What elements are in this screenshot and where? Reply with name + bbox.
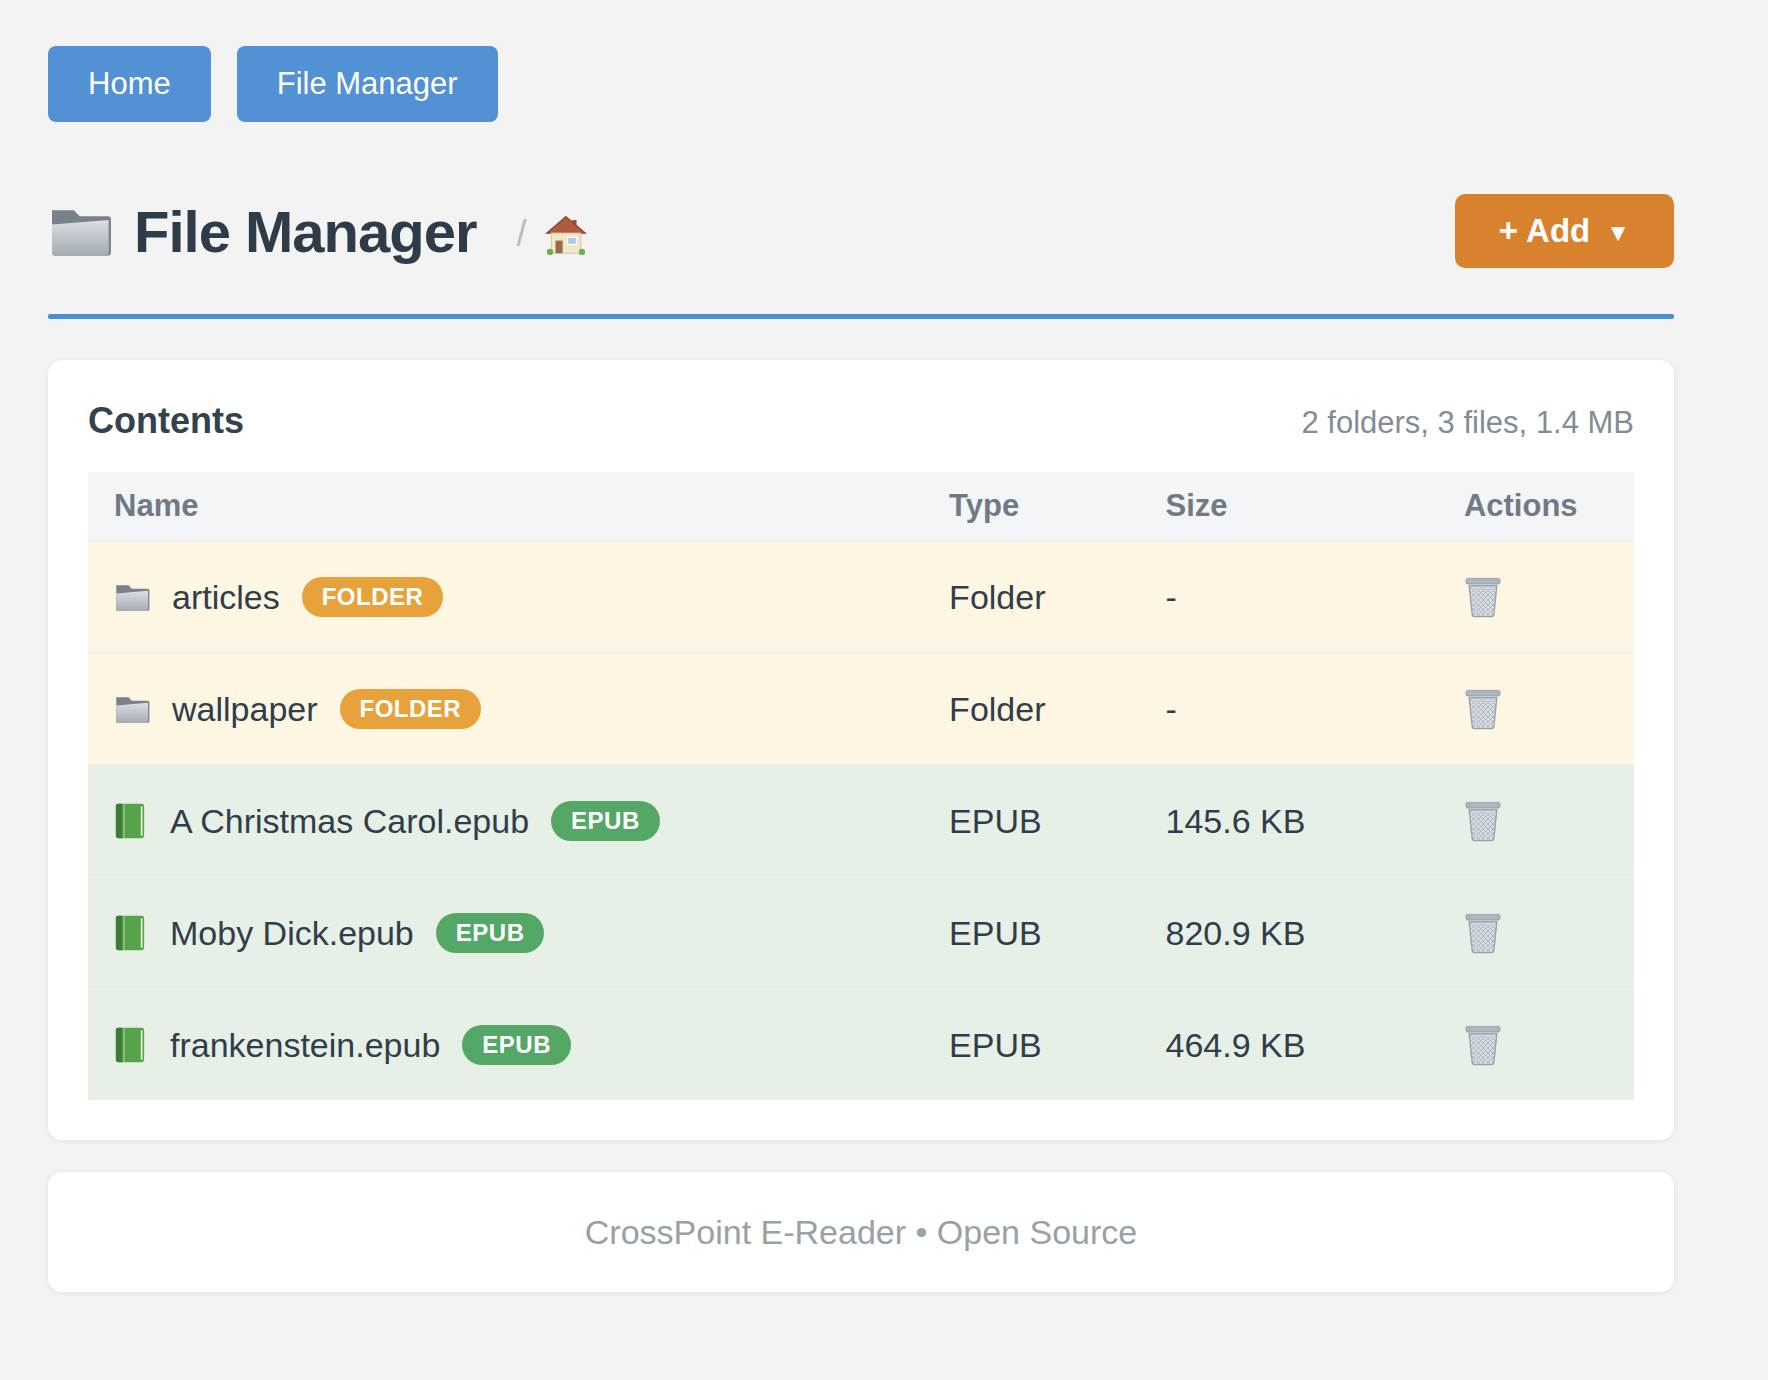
table-header-row: Name Type Size Actions [88,472,1634,540]
add-button[interactable]: + Add ▼ [1455,194,1674,268]
type-cell: EPUB [949,914,1165,953]
folder-badge: FOLDER [302,577,444,617]
title-underline [48,314,1674,319]
delete-button[interactable] [1464,688,1502,730]
file-manager-button[interactable]: File Manager [237,46,498,122]
book-icon [114,802,146,840]
trash-icon [1464,912,1502,954]
folder-icon [114,694,150,724]
table-row: frankenstein.epub EPUB EPUB 464.9 KB [88,988,1634,1100]
home-button[interactable]: Home [48,46,211,122]
book-icon [114,914,146,952]
table-row: Moby Dick.epub EPUB EPUB 820.9 KB [88,876,1634,988]
card-title: Contents [88,400,244,442]
folder-icon [114,582,150,612]
file-table: Name Type Size Actions articles FOLDER F… [88,472,1634,1100]
table-row: articles FOLDER Folder - [88,540,1634,652]
breadcrumb-separator: / [517,213,527,255]
folder-badge: FOLDER [340,689,482,729]
page: Home File Manager File Manager / + Add ▼… [48,0,1674,1292]
column-header-name: Name [88,488,949,524]
file-name-link[interactable]: Moby Dick.epub [170,914,414,953]
type-cell: Folder [949,690,1165,729]
epub-badge: EPUB [462,1025,571,1065]
top-nav: Home File Manager [48,46,1674,122]
delete-button[interactable] [1464,576,1502,618]
size-cell: 145.6 KB [1166,802,1464,841]
size-cell: - [1166,578,1464,617]
trash-icon [1464,688,1502,730]
contents-summary: 2 folders, 3 files, 1.4 MB [1301,405,1634,441]
folder-name-link[interactable]: articles [172,578,280,617]
delete-button[interactable] [1464,912,1502,954]
delete-button[interactable] [1464,1024,1502,1066]
column-header-size: Size [1166,488,1464,524]
home-icon[interactable] [545,215,587,257]
folder-icon [48,204,112,258]
trash-icon [1464,800,1502,842]
trash-icon [1464,576,1502,618]
page-header: File Manager / + Add ▼ [48,194,1674,268]
footer-text: CrossPoint E-Reader • Open Source [585,1213,1137,1252]
trash-icon [1464,1024,1502,1066]
epub-badge: EPUB [551,801,660,841]
delete-button[interactable] [1464,800,1502,842]
add-button-label: + Add [1499,212,1590,250]
book-icon [114,1026,146,1064]
footer: CrossPoint E-Reader • Open Source [48,1172,1674,1292]
table-row: A Christmas Carol.epub EPUB EPUB 145.6 K… [88,764,1634,876]
page-title: File Manager [134,198,477,265]
folder-name-link[interactable]: wallpaper [172,690,318,729]
size-cell: 820.9 KB [1166,914,1464,953]
type-cell: Folder [949,578,1165,617]
file-name-link[interactable]: A Christmas Carol.epub [170,802,529,841]
chevron-down-icon: ▼ [1606,219,1630,247]
column-header-actions: Actions [1464,488,1634,524]
type-cell: EPUB [949,1026,1165,1065]
type-cell: EPUB [949,802,1165,841]
size-cell: - [1166,690,1464,729]
table-row: wallpaper FOLDER Folder - [88,652,1634,764]
epub-badge: EPUB [436,913,545,953]
size-cell: 464.9 KB [1166,1026,1464,1065]
file-name-link[interactable]: frankenstein.epub [170,1026,440,1065]
column-header-type: Type [949,488,1165,524]
contents-card: Contents 2 folders, 3 files, 1.4 MB Name… [48,360,1674,1140]
